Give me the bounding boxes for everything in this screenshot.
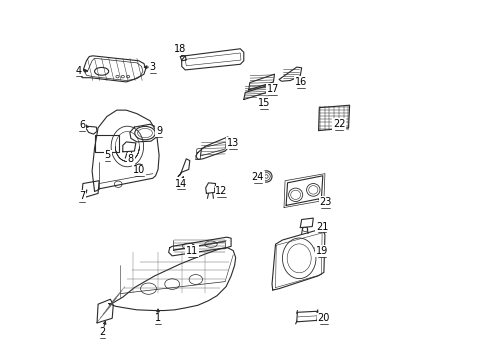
Text: 24: 24: [251, 172, 264, 182]
Text: 10: 10: [133, 166, 145, 175]
Text: 17: 17: [266, 84, 278, 94]
Text: 13: 13: [226, 138, 239, 148]
Text: 2: 2: [100, 327, 105, 337]
Text: 7: 7: [79, 191, 85, 201]
Text: 20: 20: [317, 313, 329, 323]
Text: 4: 4: [76, 66, 81, 76]
Text: 5: 5: [104, 150, 110, 160]
Text: 3: 3: [149, 62, 156, 72]
Text: 12: 12: [215, 186, 227, 196]
Text: 16: 16: [294, 77, 306, 87]
Text: 8: 8: [127, 154, 134, 164]
Text: 9: 9: [156, 126, 162, 136]
Text: 6: 6: [79, 120, 85, 130]
Text: 14: 14: [175, 179, 187, 189]
Text: 21: 21: [315, 221, 327, 231]
Text: 19: 19: [315, 246, 327, 256]
Text: 23: 23: [319, 197, 331, 207]
Text: 1: 1: [155, 313, 161, 323]
Text: 18: 18: [174, 44, 186, 54]
Text: 15: 15: [257, 98, 269, 108]
Text: 22: 22: [332, 119, 345, 129]
Text: 11: 11: [186, 246, 198, 256]
